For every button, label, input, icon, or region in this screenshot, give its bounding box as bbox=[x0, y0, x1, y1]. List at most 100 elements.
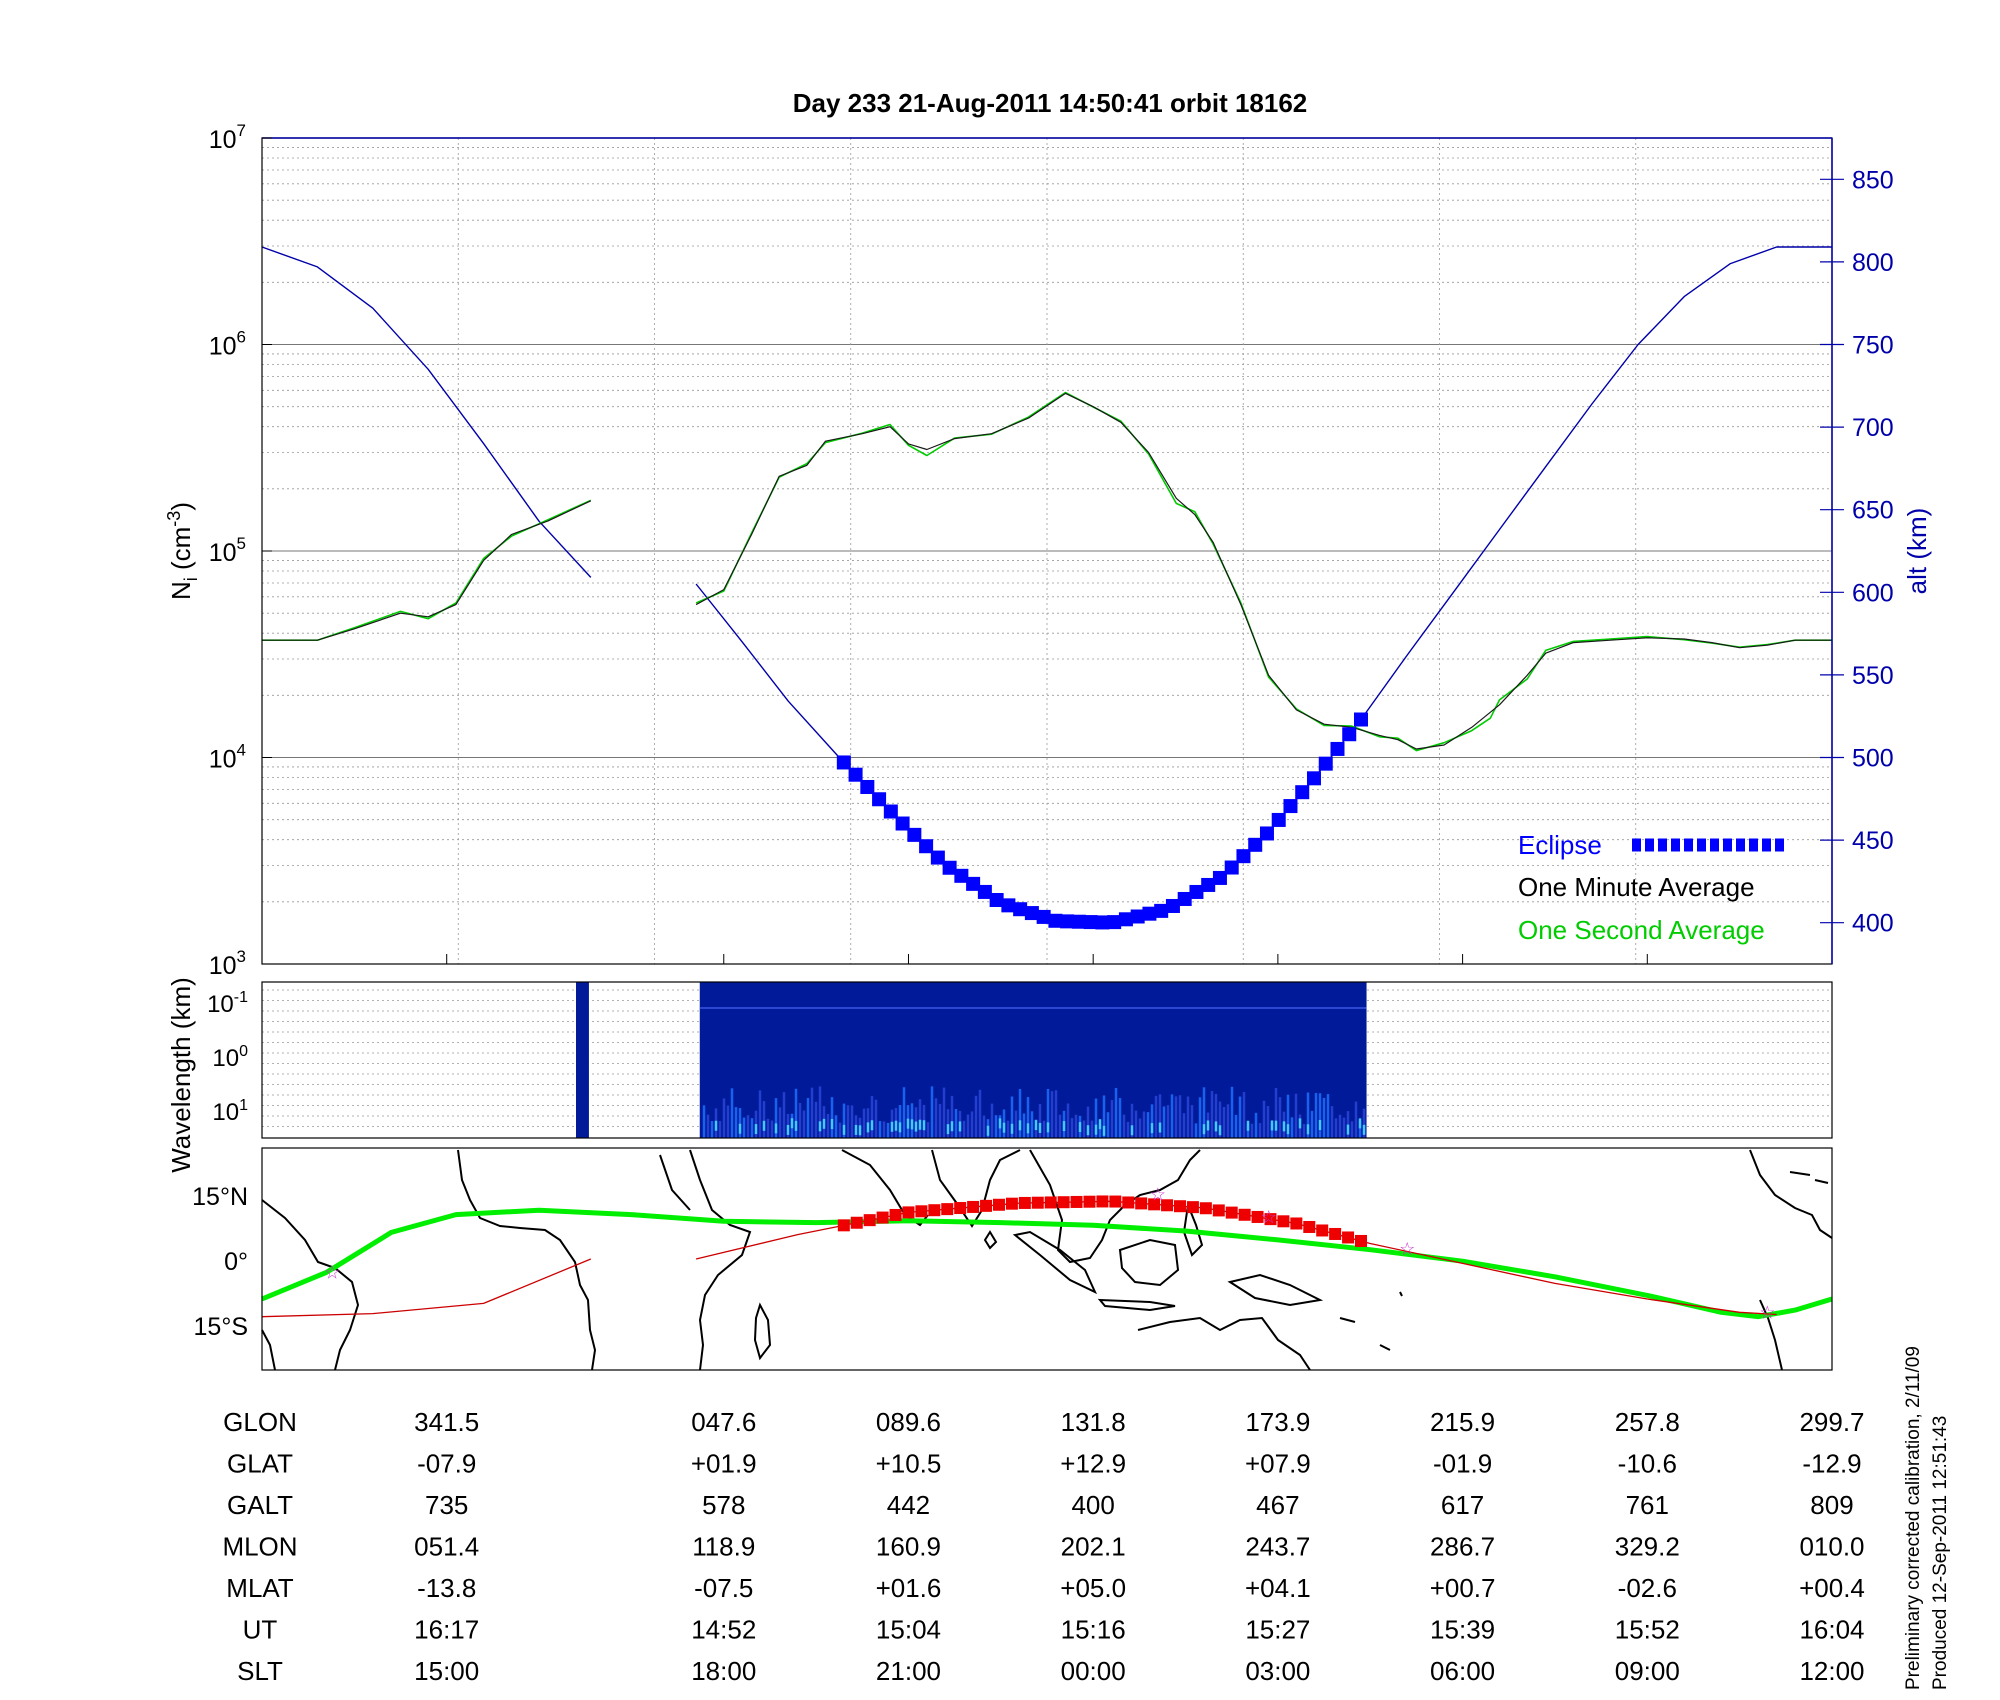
eclipse-marker bbox=[1189, 884, 1204, 899]
spectrogram-stripe bbox=[1110, 1100, 1114, 1138]
footnote-produced: Produced 12-Sep-2011 12:51:43 bbox=[1930, 1416, 1951, 1690]
map-eclipse-marker bbox=[1057, 1196, 1070, 1209]
spectrogram-stripe bbox=[834, 1115, 838, 1138]
altitude-tick-label: 500 bbox=[1852, 745, 1894, 773]
table-cell: -10.6 bbox=[1618, 1449, 1677, 1479]
eclipse-marker bbox=[1283, 799, 1298, 814]
spectrogram-stripe bbox=[838, 1122, 842, 1138]
spectrogram-stripe bbox=[1066, 1103, 1070, 1138]
map-eclipse-marker bbox=[1277, 1215, 1290, 1228]
spectrogram-block bbox=[576, 982, 589, 1138]
map-eclipse-marker bbox=[915, 1205, 928, 1218]
coastline-sumatra bbox=[1012, 1230, 1098, 1295]
spectrogram-stripe bbox=[850, 1105, 854, 1138]
coastline-australia bbox=[1137, 1316, 1311, 1371]
map-eclipse-marker bbox=[1161, 1199, 1174, 1212]
map-eclipse-marker bbox=[850, 1216, 863, 1229]
spectrogram-stripe bbox=[1282, 1121, 1286, 1132]
spectrogram-stripe bbox=[770, 1120, 774, 1138]
eclipse-marker bbox=[1177, 891, 1192, 906]
table-cell: 14:52 bbox=[691, 1615, 756, 1645]
table-cell: 15:39 bbox=[1430, 1615, 1495, 1645]
spectrogram-stripe bbox=[1134, 1110, 1138, 1138]
map-eclipse-marker bbox=[1109, 1195, 1122, 1208]
spectrogram-stripe bbox=[978, 1089, 982, 1138]
spectrogram-stripe bbox=[1338, 1114, 1342, 1138]
eclipse-marker bbox=[1024, 906, 1039, 921]
spectrogram-stripe bbox=[1118, 1098, 1122, 1138]
spectrogram-stripe bbox=[1318, 1120, 1322, 1131]
spectrogram-stripe bbox=[934, 1098, 938, 1138]
spectrogram-stripe bbox=[758, 1090, 762, 1138]
map-eclipse-marker bbox=[1135, 1197, 1148, 1210]
eclipse-marker bbox=[1060, 914, 1075, 929]
spectrogram-stripe bbox=[870, 1095, 874, 1138]
eclipse-marker bbox=[1354, 712, 1368, 727]
table-cell: 047.6 bbox=[691, 1407, 756, 1437]
map-eclipse-marker bbox=[1264, 1213, 1277, 1226]
spectrogram-stripe bbox=[1318, 1093, 1322, 1138]
eclipse-marker bbox=[860, 779, 875, 794]
spectrogram-stripe bbox=[1082, 1120, 1086, 1138]
spectrogram-stripe bbox=[982, 1115, 986, 1138]
spectrogram-stripe bbox=[774, 1098, 778, 1138]
spectrogram-stripe bbox=[1278, 1097, 1282, 1138]
spectrogram-stripe bbox=[702, 1105, 706, 1138]
footnote-calibration: Preliminary corrected calibration, 2/11/… bbox=[1903, 1346, 1924, 1690]
spectrogram-stripe bbox=[914, 1121, 918, 1132]
map-eclipse-marker bbox=[863, 1214, 876, 1227]
spectrogram-stripe bbox=[1030, 1111, 1034, 1138]
table-cell: 15:00 bbox=[414, 1656, 479, 1686]
spectrogram-stripe bbox=[954, 1108, 958, 1138]
table-cell: 051.4 bbox=[414, 1532, 479, 1562]
table-row-label: GALT bbox=[227, 1490, 293, 1520]
table-cell: +01.6 bbox=[876, 1573, 942, 1603]
table-cell: 16:04 bbox=[1799, 1615, 1864, 1645]
spectrogram-stripe bbox=[946, 1109, 950, 1138]
eclipse-marker bbox=[1083, 915, 1098, 930]
coastline-sri-lanka bbox=[983, 1230, 998, 1250]
table-cell: 15:52 bbox=[1615, 1615, 1680, 1645]
coastline-central-america bbox=[1749, 1149, 1833, 1239]
map-background bbox=[262, 1148, 1832, 1370]
eclipse-marker bbox=[848, 767, 863, 782]
table-cell: 06:00 bbox=[1430, 1656, 1495, 1686]
spectrogram-stripe bbox=[794, 1088, 798, 1138]
eclipse-marker bbox=[989, 892, 1004, 907]
eclipse-marker bbox=[954, 868, 969, 883]
altitude-tick-label: 800 bbox=[1852, 249, 1894, 277]
map-frame bbox=[261, 1147, 1833, 1371]
spectrogram-stripe bbox=[1322, 1097, 1326, 1138]
table-cell: 442 bbox=[887, 1490, 930, 1520]
legend: Eclipse One Minute Average One Second Av… bbox=[1518, 830, 1785, 945]
spectrogram-stripe bbox=[986, 1125, 990, 1136]
spectrogram-stripe bbox=[1150, 1104, 1154, 1138]
altitude-line bbox=[261, 246, 592, 578]
spectrogram-stripe bbox=[1106, 1112, 1110, 1138]
spectrogram-stripe bbox=[750, 1118, 754, 1138]
spectrogram-stripe bbox=[946, 1124, 950, 1135]
coastline-caribbean bbox=[1789, 1171, 1829, 1184]
altitude-tick-label: 700 bbox=[1852, 414, 1894, 442]
map-tick-label: 0° bbox=[224, 1248, 248, 1276]
map-eclipse-marker bbox=[1122, 1196, 1135, 1209]
coastline-madagascar bbox=[753, 1302, 772, 1361]
spectrogram-stripe bbox=[874, 1099, 878, 1138]
coastline-new-guinea bbox=[1227, 1273, 1324, 1307]
density-y-ticks: 103 104 105 106 107 bbox=[209, 121, 272, 980]
spectrogram-stripe bbox=[766, 1118, 770, 1138]
spectrogram-stripe bbox=[894, 1120, 898, 1131]
spectrogram-stripe bbox=[826, 1113, 830, 1138]
spectrogram-stripe bbox=[998, 1118, 1002, 1129]
table-cell: +12.9 bbox=[1060, 1449, 1126, 1479]
map-eclipse-marker bbox=[1303, 1220, 1316, 1233]
map-eclipse-marker bbox=[1044, 1196, 1057, 1209]
eclipse-marker bbox=[919, 839, 934, 854]
magnetic-track bbox=[261, 1258, 592, 1318]
table-cell: 243.7 bbox=[1245, 1532, 1310, 1562]
table-cell: 578 bbox=[702, 1490, 745, 1520]
spectrogram-stripe bbox=[1002, 1122, 1006, 1133]
spectrogram-stripe bbox=[742, 1117, 746, 1138]
spectrogram-tick-label: 10-1 bbox=[207, 989, 248, 1018]
spectrogram-stripe bbox=[1018, 1120, 1022, 1131]
